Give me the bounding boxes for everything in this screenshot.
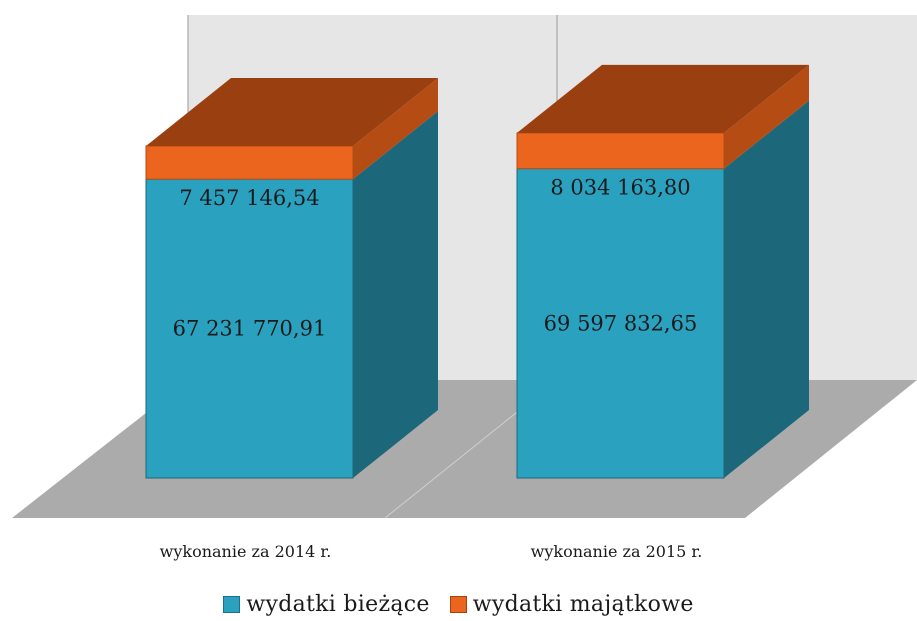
legend-swatch-biezace (223, 596, 241, 613)
labels-layer: 67 231 770,91 7 457 146,54 wykonanie za 20… (160, 176, 703, 561)
legend-label-biezace: wydatki bieżące (246, 592, 430, 617)
bar-1-0 (145, 145, 354, 180)
data-label-1-0: 7 457 146,54 (179, 186, 319, 210)
bars-layer (145, 64, 809, 479)
bar-side-1-1 (724, 64, 809, 169)
data-label-0-1: 69 597 832,65 (544, 311, 698, 335)
data-label-0-0: 67 231 770,91 (173, 317, 327, 341)
bar-top-1-1 (517, 64, 809, 133)
category-label-0: wykonanie za 2014 r. (160, 542, 332, 561)
bar-side-0-1 (724, 100, 809, 478)
legend-swatch-majatkowe (449, 596, 467, 613)
legend-item-wydatki-majatkowe: wydatki majątkowe (449, 592, 694, 617)
bar-side-1-0 (353, 78, 438, 180)
data-label-1-1: 8 034 163,80 (550, 176, 690, 200)
bar-side-0-0 (353, 111, 438, 478)
legend-label-majatkowe: wydatki majątkowe (472, 592, 694, 617)
category-label-1: wykonanie za 2015 r. (531, 542, 703, 561)
bar-1-1 (516, 132, 725, 170)
chart-legend: wydatki bieżące wydatki majątkowe (0, 592, 917, 617)
bar-top-1-0 (146, 78, 438, 146)
bar-0-1 (516, 168, 725, 479)
bar-0-0 (145, 178, 354, 479)
legend-item-wydatki-biezace: wydatki bieżące (223, 592, 429, 617)
